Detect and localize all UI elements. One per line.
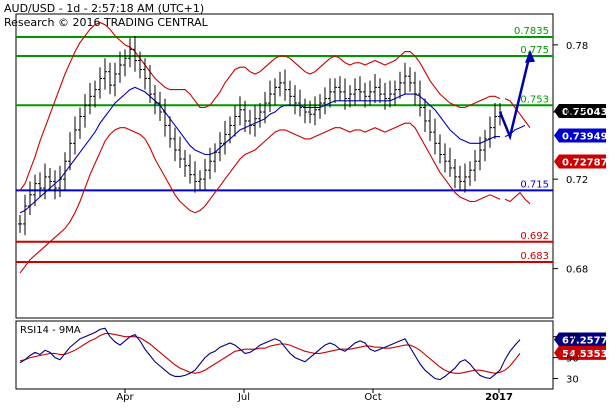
rsi-panel: 67.2577 54.5353 bbox=[19, 327, 608, 381]
level-label-5: 0.683 bbox=[520, 251, 549, 262]
x-tick-label: Apr bbox=[116, 392, 134, 403]
copyright-text: Research © 2016 TRADING CENTRAL bbox=[4, 16, 209, 29]
rsi-tag-0-box bbox=[554, 332, 606, 347]
y-tick-label: 0.75 bbox=[566, 108, 588, 119]
projection-arrowhead bbox=[525, 49, 535, 63]
price-tag-1-label: 0.73949 bbox=[562, 132, 608, 143]
rsi-tag-1-label: 54.5353 bbox=[562, 349, 608, 360]
rsi-tick-label: 70 bbox=[566, 333, 579, 344]
main-price-panel: 0.78350.7750.7530.7150.6920.6830.750430.… bbox=[16, 21, 608, 274]
y-tick-label: 0.68 bbox=[566, 265, 588, 276]
rsi-line bbox=[19, 327, 521, 381]
level-label-1: 0.775 bbox=[520, 45, 549, 56]
rsi-tick-label: 50 bbox=[566, 354, 579, 365]
price-tag-2-label: 0.72787 bbox=[562, 158, 608, 169]
rsi-tick-label: 30 bbox=[566, 375, 579, 386]
level-label-0: 0.7835 bbox=[514, 26, 549, 37]
rsi-tag-0-label: 67.2577 bbox=[562, 336, 608, 347]
rsi-panel-frame bbox=[15, 320, 554, 390]
bollinger-lower-extension bbox=[504, 191, 531, 205]
instrument-title: AUD/USD - 1d - 2:57:18 AM (UTC+1) bbox=[4, 2, 204, 15]
projection-arrow bbox=[498, 53, 532, 141]
main-panel-frame bbox=[15, 13, 554, 319]
price-tag-0-label: 0.75043 bbox=[562, 107, 608, 118]
y-tick-label: 0.78 bbox=[566, 41, 588, 52]
level-label-4: 0.692 bbox=[520, 231, 549, 242]
level-label-2: 0.753 bbox=[520, 94, 549, 105]
rsi-ma-line bbox=[19, 333, 521, 374]
price-tag-0-box bbox=[554, 104, 606, 119]
axes: 0.78 0.75 0.72 0.68 Apr Jul Oct 2017 70 50 30 bbox=[116, 41, 588, 403]
level-label-3: 0.715 bbox=[520, 179, 549, 190]
bollinger-lower-line bbox=[19, 122, 501, 274]
x-tick-label: 2017 bbox=[485, 392, 513, 403]
rsi-title: RSI14 - 9MA bbox=[20, 325, 81, 336]
bollinger-upper-line bbox=[19, 21, 501, 191]
rsi-tag-1-box bbox=[554, 345, 606, 360]
x-tick-label: Oct bbox=[364, 392, 381, 403]
price-tag-2-box bbox=[554, 154, 606, 169]
y-tick-label: 0.72 bbox=[566, 175, 588, 186]
x-tick-label: Jul bbox=[237, 392, 250, 403]
price-tag-1-box bbox=[554, 128, 606, 143]
